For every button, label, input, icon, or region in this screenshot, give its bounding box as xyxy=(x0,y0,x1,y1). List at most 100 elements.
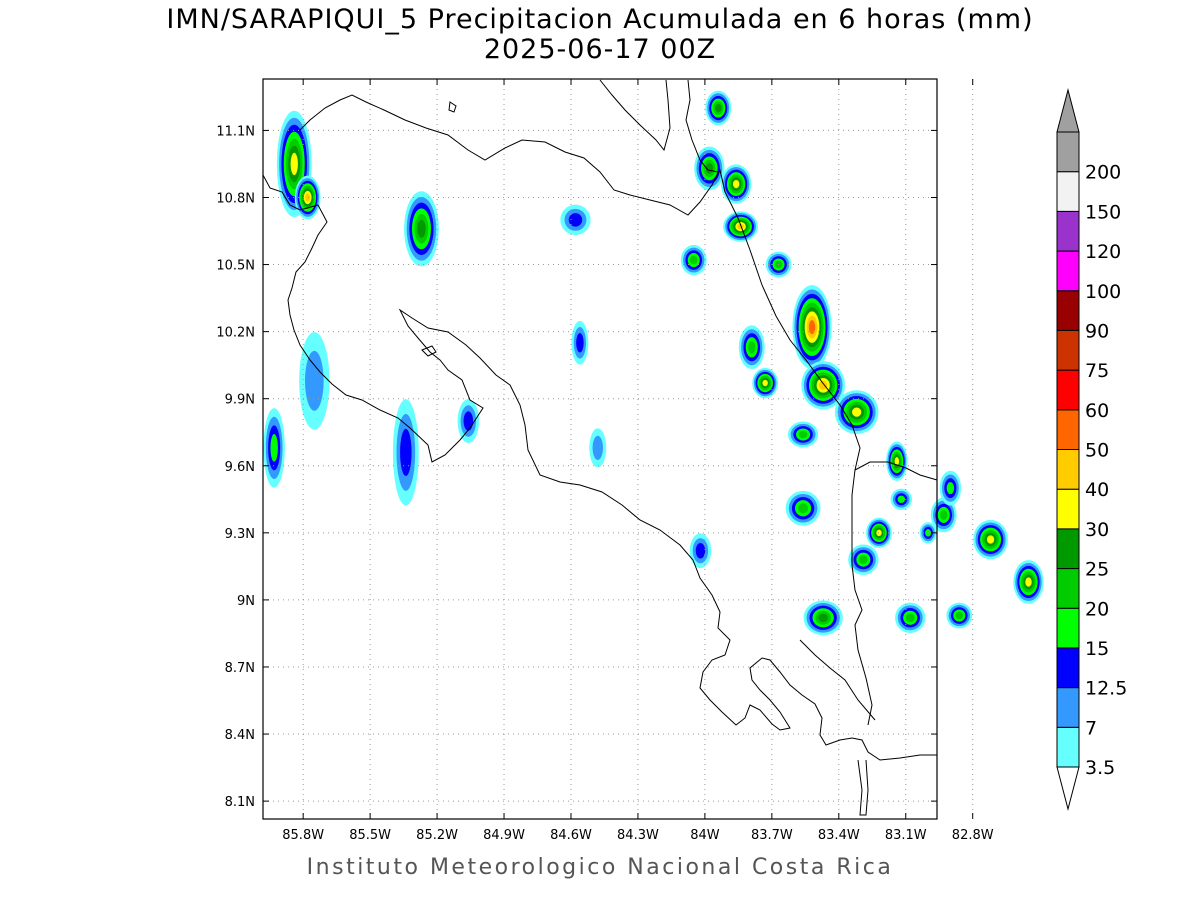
colorbar-swatch xyxy=(1056,488,1080,530)
colorbar-swatch xyxy=(1056,210,1080,252)
precip-cell xyxy=(848,544,879,575)
precip-cell xyxy=(1013,560,1044,604)
precip-contour-12.5 xyxy=(400,428,412,476)
precip-contour-30 xyxy=(986,535,995,544)
colorbar-swatch xyxy=(1056,568,1080,609)
precip-cell xyxy=(723,211,758,242)
precip-cell xyxy=(939,470,962,506)
colorbar-label: 15 xyxy=(1085,638,1109,660)
precip-contour-25 xyxy=(818,613,828,623)
precip-cell xyxy=(738,325,765,370)
colorbar-label: 100 xyxy=(1085,281,1121,303)
map-title: IMN/SARAPIQUI_5 Precipitacion Acumulada … xyxy=(166,4,1034,35)
precip-contour-7 xyxy=(305,350,324,411)
precip-contour-20 xyxy=(798,430,808,439)
colorbar-swatch xyxy=(1056,449,1080,490)
colorbar-swatch xyxy=(1056,528,1080,570)
colorbar-swatch xyxy=(1056,131,1080,173)
colorbar-max-arrow xyxy=(1056,88,1080,133)
colorbar-swatch xyxy=(1056,290,1080,331)
y-tick-label: 10.5N xyxy=(216,259,255,274)
precip-contour-15 xyxy=(270,434,278,462)
precip-cell xyxy=(694,146,725,191)
colorbar-swatch xyxy=(1056,250,1080,292)
precip-cell xyxy=(834,390,879,434)
colorbar-label: 40 xyxy=(1085,479,1109,501)
y-tick-label: 9.9N xyxy=(225,393,255,408)
precip-cell xyxy=(705,90,732,126)
precip-contour-25 xyxy=(715,103,722,113)
precip-contour-30 xyxy=(852,407,862,417)
colorbar-label: 90 xyxy=(1085,320,1109,342)
colorbar-min-arrow xyxy=(1056,766,1080,811)
precip-contour-40 xyxy=(305,193,311,202)
colorbar-label: 200 xyxy=(1085,162,1121,184)
precip-cell xyxy=(457,399,480,443)
colorbar-swatch xyxy=(1056,329,1080,371)
panama-coastline xyxy=(854,461,938,481)
colorbar-label: 30 xyxy=(1085,519,1109,541)
y-tick-label: 8.4N xyxy=(225,728,255,743)
map-frame xyxy=(262,78,938,820)
colorbar-label: 60 xyxy=(1085,400,1109,422)
colorbar-label: 75 xyxy=(1085,360,1109,382)
colorbar-swatch xyxy=(1056,607,1080,649)
x-tick-label: 84.6W xyxy=(550,828,592,843)
precip-contour-15 xyxy=(897,495,906,504)
nicaragua-lake-shore xyxy=(599,79,671,152)
precip-contour-20 xyxy=(940,509,948,520)
y-tick-label: 9N xyxy=(237,594,255,609)
osa-coast xyxy=(799,639,876,721)
precip-contour-20 xyxy=(955,611,964,620)
precip-contour-25 xyxy=(417,219,426,238)
precip-contour-15 xyxy=(946,482,955,495)
colorbar-label: 50 xyxy=(1085,440,1109,462)
precip-contour-12.5 xyxy=(463,411,474,431)
y-tick-label: 10.8N xyxy=(216,191,255,206)
x-tick-label: 82.8W xyxy=(952,828,994,843)
costa-rica-border-north xyxy=(299,94,873,726)
coastlines-and-borders xyxy=(262,79,938,816)
precip-cell xyxy=(680,244,707,276)
x-tick-label: 85.2W xyxy=(416,828,458,843)
precip-cell xyxy=(787,421,819,448)
x-tick-label: 84.9W xyxy=(483,828,525,843)
precip-contour-7 xyxy=(592,435,603,460)
precip-contour-30 xyxy=(762,379,768,387)
gulf-islet xyxy=(421,345,437,357)
colorbar-swatch xyxy=(1056,687,1080,728)
precip-contour-30 xyxy=(894,457,900,466)
y-tick-label: 8.1N xyxy=(225,795,255,810)
y-tick-label: 8.7N xyxy=(225,661,255,676)
precip-cell xyxy=(299,332,330,430)
colorbar-label: 25 xyxy=(1085,559,1109,581)
colorbar-swatch xyxy=(1056,647,1080,689)
precip-cell xyxy=(689,533,712,569)
precipitation-field xyxy=(263,90,1044,636)
precip-contour-20 xyxy=(859,555,868,565)
precip-cell xyxy=(973,519,1008,560)
colorbar-label: 150 xyxy=(1085,201,1121,223)
x-tick-label: 85.8W xyxy=(282,828,324,843)
lat-lon-grid xyxy=(263,79,974,819)
y-tick-label: 9.6N xyxy=(225,460,255,475)
colorbar-label: 120 xyxy=(1085,241,1121,263)
nicaragua-coast xyxy=(685,79,719,173)
precip-contour-20 xyxy=(798,503,809,514)
precip-contour-12.5 xyxy=(568,213,583,227)
precip-cell xyxy=(946,602,973,629)
colorbar-swatch xyxy=(1056,726,1080,768)
precip-cell xyxy=(404,191,439,267)
colorbar-swatch xyxy=(1056,171,1080,212)
map-subtitle-date: 2025-06-17 00Z xyxy=(483,34,717,65)
colorbar-label: 12.5 xyxy=(1085,678,1127,700)
precip-cell xyxy=(392,399,419,506)
y-tick-label: 9.3N xyxy=(225,527,255,542)
precip-contour-20 xyxy=(690,255,698,265)
y-tick-label: 11.1N xyxy=(216,124,255,139)
precip-cell xyxy=(720,164,752,204)
precip-contour-12.5 xyxy=(695,542,706,559)
precip-cell xyxy=(886,441,908,481)
precip-contour-12.5 xyxy=(576,333,584,353)
